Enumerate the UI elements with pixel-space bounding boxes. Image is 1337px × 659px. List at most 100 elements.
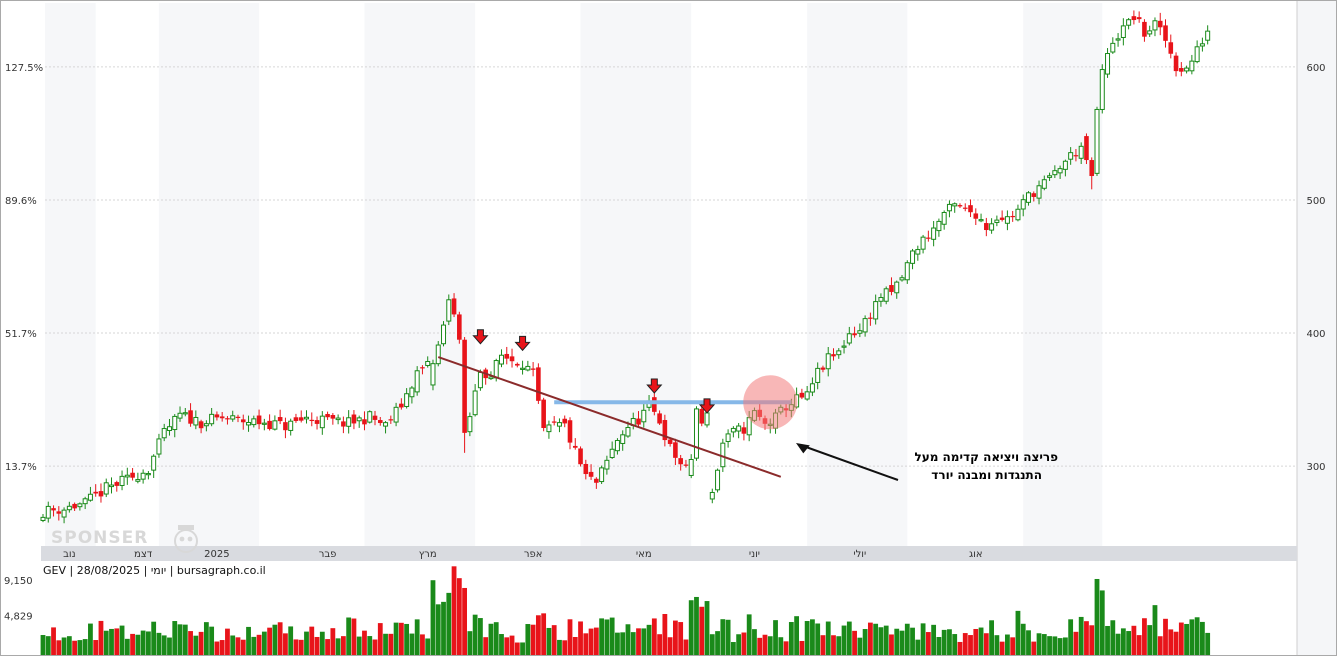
volume-bar: [377, 623, 383, 655]
annotation-line-1: פריצה ויציאה קדימה מעל: [914, 450, 1058, 464]
volume-bar: [773, 620, 778, 655]
volume-bar: [151, 621, 157, 655]
candle-body-up: [1020, 199, 1026, 210]
candle-body-up: [425, 360, 431, 366]
volume-bar: [325, 639, 330, 655]
candle-body-up: [145, 473, 151, 476]
watermark-logo-hat: [178, 525, 194, 530]
volume-bar: [93, 640, 99, 655]
candle-body-down: [515, 363, 520, 366]
volume-bar: [1178, 622, 1184, 655]
candle-body-down: [267, 420, 272, 430]
volume-bar: [593, 627, 599, 655]
volume-bar: [356, 636, 362, 655]
shaded-month-band: [807, 3, 908, 546]
candle-body-up: [725, 433, 731, 442]
candle-body-up: [261, 422, 267, 425]
price-candles: [40, 10, 1211, 524]
candle-body-up: [1068, 152, 1074, 160]
volume-bar: [283, 633, 288, 655]
volume-bar: [804, 621, 810, 655]
candle-body-up: [841, 345, 847, 348]
volume-bar: [219, 640, 225, 655]
volume-bar: [694, 596, 699, 655]
candle-body-up: [920, 236, 926, 250]
candle-body-up: [620, 434, 626, 444]
candle-body-up: [135, 479, 141, 482]
volume-bar: [1194, 617, 1200, 655]
volume-bar: [788, 622, 794, 655]
volume-bar: [456, 578, 462, 655]
candle-body-down: [330, 415, 336, 419]
volume-bars: [40, 566, 1211, 655]
axes: נוב דצמ 2025 פבר מרץ אפר מאי יוני יולי אוג GEV | 2…: [4, 1, 1336, 655]
candle-body-up: [846, 333, 852, 344]
month-shading: [45, 3, 1103, 546]
volume-bar: [752, 629, 757, 655]
candle-body-up: [414, 370, 420, 393]
down-trendline: [437, 356, 782, 478]
candle-body-up: [467, 416, 473, 433]
candle-body-down: [388, 419, 394, 421]
volume-bar: [119, 625, 125, 655]
volume-bar: [1173, 631, 1179, 655]
candle-body-up: [477, 371, 483, 389]
candle-body-down: [1179, 68, 1184, 72]
candle-body-down: [673, 442, 678, 458]
candle-body-down: [198, 421, 204, 429]
price-tick-label: 400: [1306, 329, 1325, 340]
candle-body-down: [188, 410, 193, 424]
volume-bar: [852, 630, 857, 655]
volume-bar: [1062, 637, 1068, 655]
candle-body-up: [836, 350, 842, 356]
candle-body-up: [1004, 216, 1010, 224]
candle-body-down: [1131, 16, 1137, 21]
candle-body-up: [1199, 43, 1205, 47]
volume-bar: [330, 628, 336, 655]
shaded-month-band: [580, 3, 692, 546]
resistance-touch-arrow: [698, 398, 716, 414]
candle-body-up: [1105, 53, 1111, 75]
candle-body-up: [614, 440, 620, 452]
candle-body-up: [693, 408, 699, 459]
candle-body-up: [498, 354, 504, 365]
volume-bar: [109, 628, 114, 655]
month-label: אפר: [524, 549, 543, 560]
volume-bar: [873, 623, 879, 655]
volume-bar: [1189, 619, 1195, 655]
candle-body-up: [904, 262, 910, 281]
volume-bar: [346, 617, 352, 655]
volume-bar: [867, 622, 873, 655]
drawing-overlay: פריצה ויציאה קדימה מעל התנגדות ומבנה יורד: [437, 329, 1058, 482]
resistance-touch-arrow: [472, 329, 489, 345]
volume-bar: [820, 635, 826, 655]
candle-body-down: [377, 420, 383, 424]
candle-body-down: [889, 285, 894, 292]
volume-bar: [983, 633, 989, 655]
volume-bar: [683, 639, 689, 655]
candle-body-down: [657, 413, 662, 424]
volume-bar: [1115, 633, 1121, 655]
volume-bar: [541, 613, 547, 655]
shaded-month-band: [1023, 3, 1103, 546]
volume-bar: [488, 623, 494, 655]
candle-body-up: [546, 424, 552, 433]
volume-bar: [1184, 623, 1189, 655]
candle-body-down: [509, 356, 515, 362]
candle-body-up: [641, 409, 647, 423]
candle-body-down: [968, 205, 973, 213]
volume-bar: [404, 623, 410, 655]
candle-body-up: [493, 360, 499, 379]
candle-body-down: [420, 367, 425, 369]
volume-bar: [583, 633, 589, 655]
candle-body-down: [1089, 160, 1095, 177]
resistance-touch-arrow: [514, 335, 531, 352]
volume-bar: [1015, 610, 1021, 655]
month-label: מאי: [636, 549, 652, 560]
candle-body-up: [1194, 46, 1200, 63]
candle-body-down: [362, 419, 367, 425]
candle-body-up: [520, 367, 526, 370]
candle-body-up: [45, 505, 51, 519]
candle-body-down: [225, 418, 230, 420]
